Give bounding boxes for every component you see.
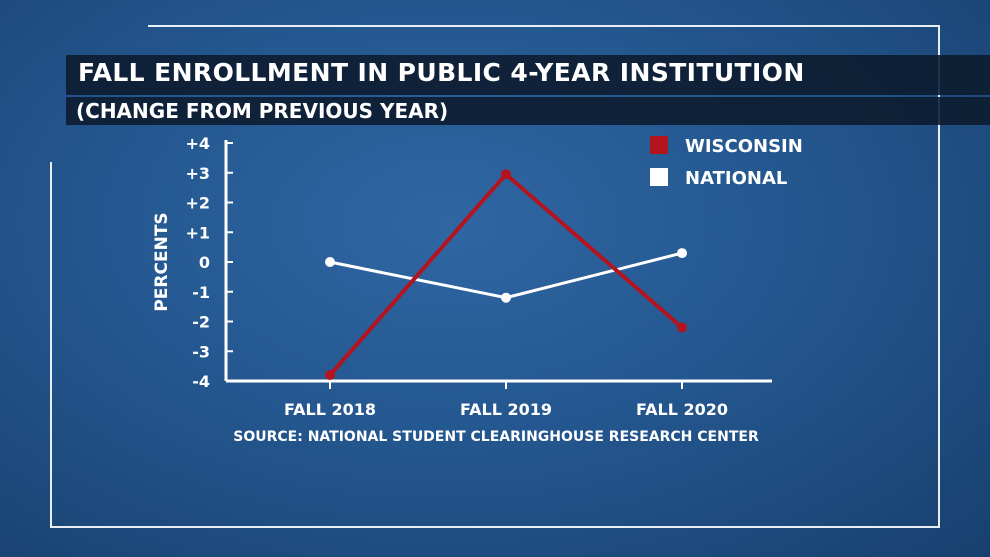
x-tick-label: FALL 2019 [460, 400, 552, 419]
y-tick-label: +1 [185, 223, 210, 242]
legend-label-wisconsin: WISCONSIN [685, 136, 803, 157]
y-tick-label: 0 [199, 253, 210, 272]
chart-series [325, 169, 687, 381]
source-note: SOURCE: NATIONAL STUDENT CLEARINGHOUSE R… [233, 429, 759, 445]
series-line-national [329, 251, 683, 300]
subtitle-bar [66, 97, 990, 125]
frame-left-line [50, 162, 52, 528]
x-tick-labels: FALL 2018 FALL 2019 FALL 2020 [284, 400, 728, 419]
data-point-national [501, 292, 511, 303]
chart-legend: WISCONSIN NATIONAL [650, 136, 803, 189]
y-tick-labels: +4 +3 +2 +1 0 -1 -2 -3 -4 [185, 134, 210, 391]
data-point-wisconsin [325, 370, 335, 381]
legend-label-national: NATIONAL [685, 168, 787, 189]
y-tick-label: -1 [192, 283, 210, 302]
legend-swatch-wisconsin [650, 136, 668, 154]
y-tick-label: -4 [192, 372, 210, 391]
data-point-wisconsin [501, 169, 511, 180]
x-tick-label: FALL 2018 [284, 400, 376, 419]
y-tick-label: +3 [185, 164, 210, 183]
chart-axes [224, 140, 772, 389]
data-point-national [325, 257, 335, 267]
y-tick-label: +2 [185, 194, 210, 213]
data-point-national [677, 248, 687, 259]
series-line-wisconsin [328, 172, 684, 377]
y-tick-label: -2 [192, 313, 210, 332]
y-tick-label: +4 [185, 134, 210, 153]
frame-top-line [148, 25, 940, 27]
y-tick-label: -3 [192, 342, 210, 361]
chart-title: FALL ENROLLMENT IN PUBLIC 4-YEAR INSTITU… [78, 58, 805, 87]
title-bar [66, 55, 990, 95]
frame-bottom-line [50, 526, 940, 528]
legend-swatch-national [650, 168, 668, 186]
frame-right-line [938, 25, 940, 528]
y-axis-label: PERCENTS [152, 212, 172, 311]
data-point-wisconsin [677, 322, 687, 333]
chart-subtitle: (CHANGE FROM PREVIOUS YEAR) [76, 99, 449, 123]
x-tick-label: FALL 2020 [636, 400, 728, 419]
